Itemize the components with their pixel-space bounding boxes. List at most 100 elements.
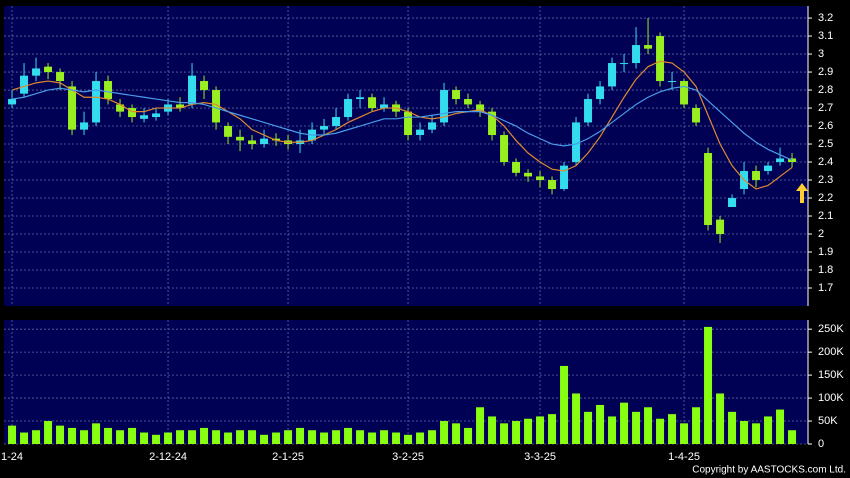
volume-bar <box>644 407 653 444</box>
y-tick-label: 2.8 <box>818 84 833 96</box>
y-tick-label: 2.7 <box>818 102 833 114</box>
volume-bar <box>80 430 89 444</box>
candle-body <box>224 126 233 137</box>
volume-bar <box>572 393 581 444</box>
candle-body <box>692 108 701 123</box>
candle-body <box>572 122 581 163</box>
candle-body <box>116 104 125 112</box>
volume-bar <box>500 423 509 444</box>
candle-body <box>776 158 785 163</box>
volume-bar <box>8 425 17 444</box>
candle-body <box>248 140 257 145</box>
volume-bar <box>656 418 665 444</box>
volume-bar <box>224 432 233 444</box>
volume-bar <box>560 365 569 444</box>
candle-body <box>8 99 17 105</box>
volume-bar <box>356 430 365 444</box>
candle-body <box>68 86 77 130</box>
candle-body <box>752 171 761 181</box>
candle-body <box>608 63 617 87</box>
candle-body <box>320 126 329 130</box>
volume-bar <box>260 434 269 444</box>
volume-bar <box>56 425 65 444</box>
volume-bar <box>488 416 497 444</box>
volume-bar <box>608 416 617 444</box>
candle-body <box>188 75 197 105</box>
x-tick-label: 2-12-24 <box>149 451 187 463</box>
volume-bar <box>704 326 713 444</box>
volume-bar <box>596 404 605 444</box>
candle-body <box>548 180 557 190</box>
volume-bar <box>380 430 389 444</box>
volume-bar <box>452 423 461 444</box>
candle-body <box>632 45 641 64</box>
volume-bar <box>20 432 29 444</box>
x-tick-label: 1-24 <box>1 451 23 463</box>
y-tick-label: 3 <box>818 48 824 60</box>
volume-bar <box>212 430 221 444</box>
volume-bar <box>692 407 701 444</box>
y-tick-label: 2.9 <box>818 66 833 78</box>
candle-body <box>524 172 533 177</box>
volume-bar <box>524 418 533 444</box>
candle-body <box>488 111 497 136</box>
candle-body <box>260 138 269 145</box>
candle-body <box>356 97 365 100</box>
volume-bar <box>416 432 425 444</box>
candle-body <box>80 122 89 130</box>
volume-bar <box>188 430 197 444</box>
volume-bar <box>788 430 797 444</box>
x-tick-label: 3-3-25 <box>524 451 556 463</box>
y-tick-label: 250K <box>818 323 844 335</box>
candle-body <box>440 90 449 123</box>
volume-bar <box>104 427 113 444</box>
volume-bar <box>728 411 737 444</box>
candle-body <box>92 81 101 123</box>
y-tick-label: 2.6 <box>818 120 833 132</box>
volume-bar <box>128 427 137 444</box>
moving-average-line <box>11 85 793 161</box>
y-tick-label: 2.5 <box>818 138 833 150</box>
candle-body <box>368 97 377 109</box>
y-tick-label: 1.9 <box>818 246 833 258</box>
volume-bar <box>248 430 257 444</box>
candle-body <box>44 66 53 73</box>
volume-bar <box>536 416 545 444</box>
candle-body <box>20 75 29 94</box>
candle-body <box>560 165 569 190</box>
volume-bar <box>428 430 437 444</box>
volume-bar <box>764 416 773 444</box>
candle-body <box>668 81 677 83</box>
volume-bar <box>476 407 485 444</box>
y-tick-label: 50K <box>818 415 838 427</box>
volume-bar <box>236 430 245 444</box>
candle-body <box>680 81 689 105</box>
y-tick-label: 1.7 <box>818 282 833 294</box>
volume-bar <box>680 423 689 444</box>
candle-body <box>236 136 245 141</box>
price-panel <box>4 6 808 306</box>
candle-body <box>500 135 509 163</box>
y-tick-label: 2 <box>818 228 824 240</box>
candle-body <box>728 198 737 208</box>
x-tick-label: 1-4-25 <box>668 451 700 463</box>
volume-bar <box>140 432 149 444</box>
volume-bar <box>752 423 761 444</box>
candle-body <box>596 86 605 100</box>
y-tick-label: 2.4 <box>818 156 833 168</box>
x-tick-label: 2-1-25 <box>272 451 304 463</box>
volume-bar <box>776 409 785 444</box>
candle-body <box>344 99 353 118</box>
volume-bar <box>392 432 401 444</box>
volume-bar <box>332 430 341 444</box>
candle-body <box>380 104 389 109</box>
candle-body <box>140 115 149 119</box>
volume-bar <box>32 430 41 444</box>
volume-bar <box>272 432 281 444</box>
y-tick-label: 2.3 <box>818 174 833 186</box>
candle-body <box>512 162 521 173</box>
y-tick-label: 2.1 <box>818 210 833 222</box>
volume-bar <box>44 421 53 444</box>
candle-body <box>200 81 209 91</box>
